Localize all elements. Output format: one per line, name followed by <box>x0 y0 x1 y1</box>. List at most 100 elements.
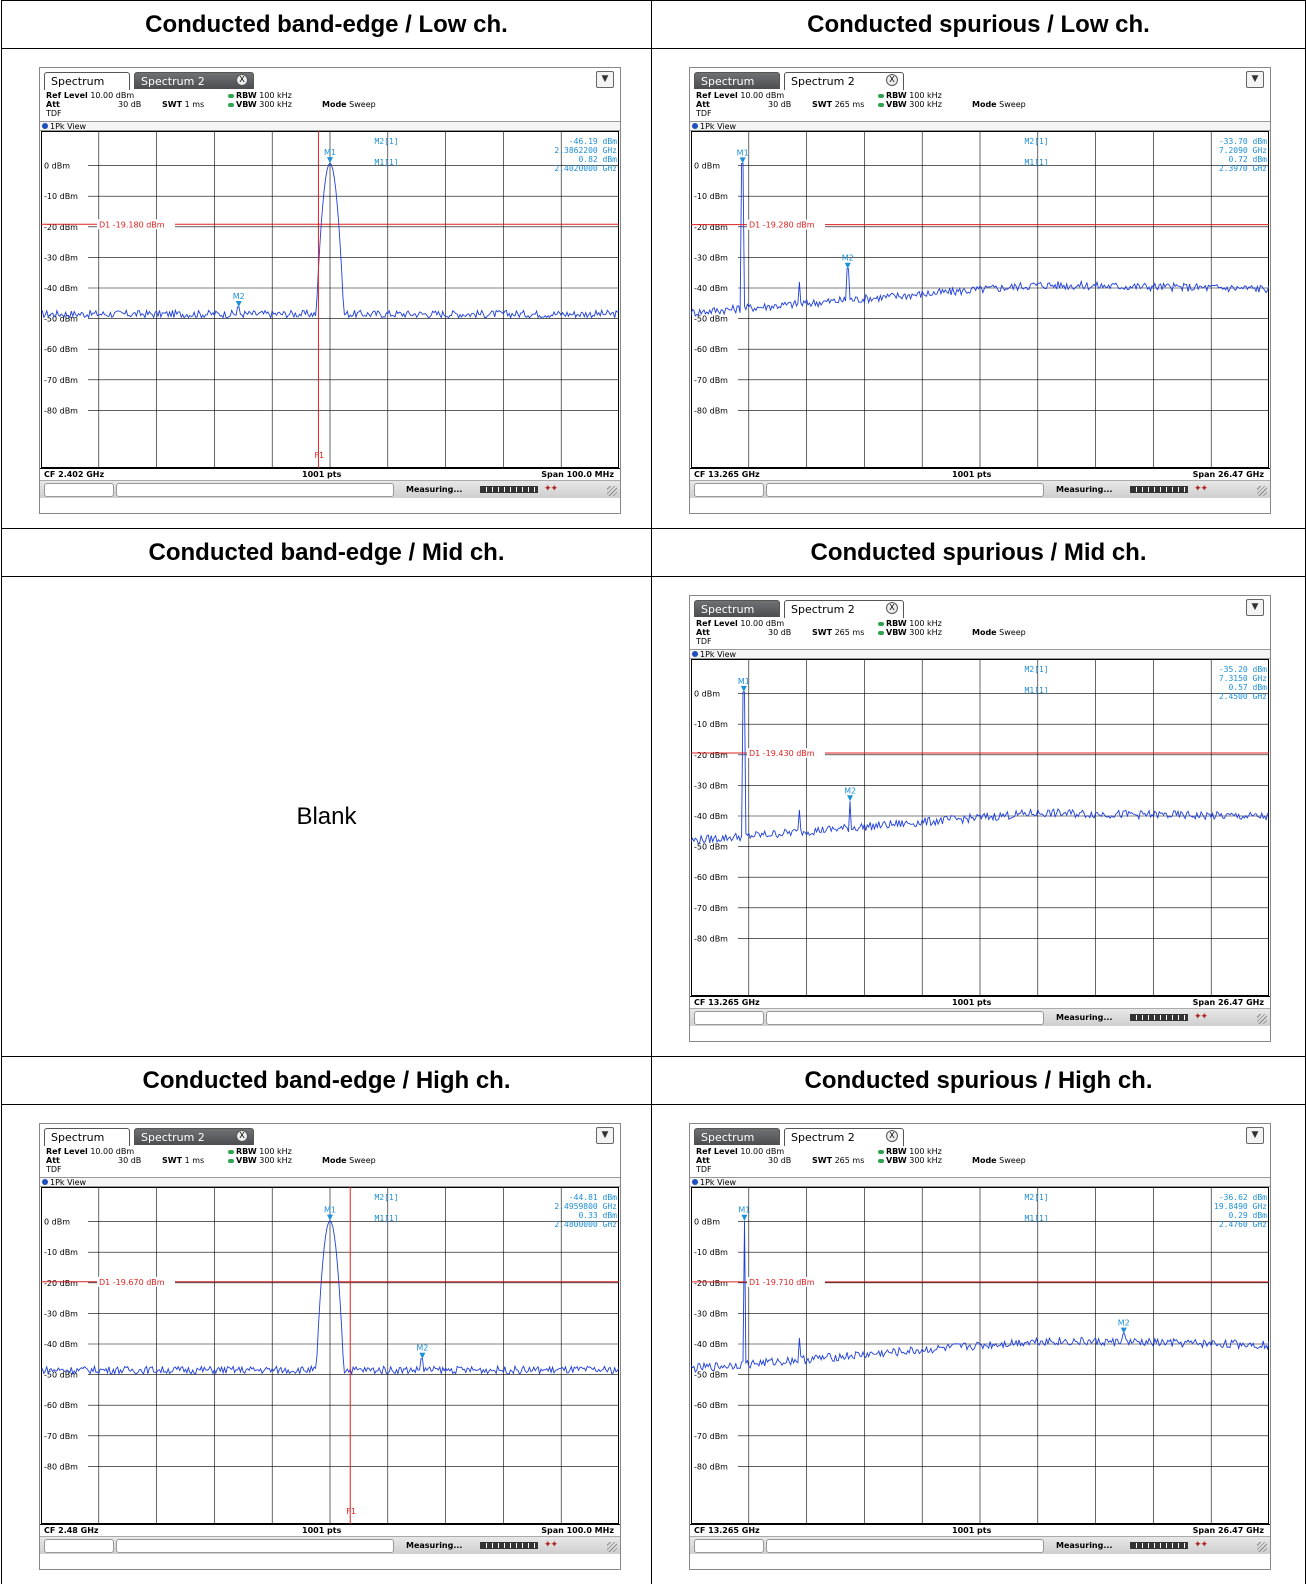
status-field-1[interactable] <box>44 1539 114 1553</box>
status-field-2[interactable] <box>766 1539 1044 1553</box>
m2-readout-value: -44.81 dBm <box>569 1193 617 1202</box>
tab-spectrum-label: Spectrum <box>701 75 755 88</box>
view-label: 1Pk View <box>700 650 737 659</box>
rs-logo-icon: ✦✦ <box>1194 484 1208 494</box>
measuring-status: Measuring... <box>1056 1013 1113 1022</box>
close-tab-icon[interactable]: X <box>886 1130 898 1142</box>
close-tab-icon[interactable]: X <box>886 74 898 86</box>
measurement-params: Ref Level 10.00 dBm Att 30 dB TDF SWT 26… <box>696 1147 1266 1177</box>
tdf-label: TDF <box>46 1165 62 1174</box>
tab-spectrum-2[interactable]: Spectrum 2 <box>134 1128 254 1145</box>
d1-label: D1 -19.430 dBm <box>749 749 815 758</box>
m1-readout-label: M1[1] <box>1025 1214 1049 1223</box>
tick-label-bg <box>692 160 738 171</box>
y-tick-label: -30 dBm <box>44 1309 78 1318</box>
marker-m2-icon[interactable] <box>847 795 854 802</box>
tick-label-bg <box>42 1400 88 1411</box>
att-label: Att <box>46 100 60 109</box>
tab-spectrum-2[interactable]: Spectrum 2 <box>784 72 904 90</box>
sweep-points: 1001 pts <box>952 470 992 479</box>
marker-m1-icon[interactable] <box>327 1214 333 1221</box>
tab-spectrum[interactable]: Spectrum <box>44 72 130 90</box>
tab-spectrum-2[interactable]: Spectrum 2 <box>784 1128 904 1146</box>
vbw-value: 300 kHz <box>909 1156 942 1165</box>
tab-spectrum[interactable]: Spectrum <box>694 1128 780 1145</box>
tab-bar: Spectrum Spectrum 2 X ▼ <box>690 596 1270 618</box>
menu-icon[interactable]: ▼ <box>1246 71 1264 88</box>
resize-grip-icon[interactable] <box>607 486 617 496</box>
sweep-progress <box>1130 486 1188 493</box>
resize-grip-icon[interactable] <box>1257 1014 1267 1024</box>
tab-spectrum-2[interactable]: Spectrum 2 <box>134 72 254 89</box>
y-tick-label: -20 dBm <box>694 751 728 760</box>
y-tick-label: -30 dBm <box>694 1309 728 1318</box>
m1-readout-label: M1[1] <box>1025 686 1049 695</box>
marker-m1-icon[interactable] <box>741 1214 748 1221</box>
tick-label-bg <box>692 1216 738 1227</box>
y-tick-label: 0 dBm <box>44 162 70 171</box>
status-field-2[interactable] <box>116 1539 394 1553</box>
marker-m1-icon[interactable] <box>740 685 747 692</box>
close-tab-icon[interactable]: X <box>236 74 248 86</box>
view-label: 1Pk View <box>50 1178 87 1187</box>
marker-m1-icon[interactable] <box>327 157 333 164</box>
tick-label-bg <box>692 374 738 385</box>
tab-spectrum[interactable]: Spectrum <box>44 1128 130 1146</box>
marker-m2-icon[interactable] <box>844 262 851 269</box>
vbw-label: VBW <box>236 1156 257 1165</box>
ref-level-label: Ref Level <box>696 91 738 100</box>
status-field-1[interactable] <box>694 1539 764 1553</box>
close-tab-icon[interactable]: X <box>236 1130 248 1142</box>
trace-line <box>691 1220 1269 1373</box>
marker-m2-icon[interactable] <box>235 300 242 307</box>
m1-readout-label: M1[1] <box>375 158 399 167</box>
status-field-2[interactable] <box>116 483 394 497</box>
m2-readout-freq: 7.2090 GHz <box>1219 146 1267 155</box>
resize-grip-icon[interactable] <box>1257 1542 1267 1552</box>
status-field-2[interactable] <box>766 483 1044 497</box>
m2-readout-freq: 2.3862200 GHz <box>554 146 617 155</box>
tab-spectrum[interactable]: Spectrum <box>694 72 780 89</box>
vbw-label: VBW <box>236 100 257 109</box>
status-field-1[interactable] <box>694 1011 764 1025</box>
m1-readout-value: 0.33 dBm <box>578 1211 617 1220</box>
measuring-status: Measuring... <box>1056 485 1113 494</box>
tick-label-bg <box>692 872 738 883</box>
tab-spectrum-label: Spectrum <box>51 75 105 88</box>
menu-icon[interactable]: ▼ <box>1246 1127 1264 1144</box>
status-field-1[interactable] <box>44 483 114 497</box>
status-field-1[interactable] <box>694 483 764 497</box>
tab-spectrum-2[interactable]: Spectrum 2 <box>784 600 904 618</box>
y-tick-label: -20 dBm <box>44 1279 78 1288</box>
att-label: Att <box>696 1156 710 1165</box>
resize-grip-icon[interactable] <box>1257 486 1267 496</box>
ref-level-label: Ref Level <box>696 1147 738 1156</box>
sweep-progress <box>480 486 538 493</box>
swt-label: SWT <box>162 100 183 109</box>
ref-level-label: Ref Level <box>46 1147 88 1156</box>
y-tick-label: -30 dBm <box>44 253 78 262</box>
header-low-spurious: Conducted spurious / Low ch. <box>651 0 1306 49</box>
menu-icon[interactable]: ▼ <box>1246 599 1264 616</box>
measurement-params: Ref Level 10.00 dBm Att 30 dB TDF SWT 1 … <box>46 91 616 121</box>
marker-m2-icon[interactable] <box>419 1352 426 1359</box>
ref-level-value: 10.00 dBm <box>740 1147 785 1156</box>
close-tab-glyph: X <box>889 603 895 612</box>
tab-spectrum[interactable]: Spectrum <box>694 600 780 617</box>
close-tab-icon[interactable]: X <box>886 602 898 614</box>
menu-icon[interactable]: ▼ <box>596 71 614 88</box>
rbw-label: RBW <box>886 1147 907 1156</box>
tick-label-bg <box>692 283 738 293</box>
att-value: 30 dB <box>768 100 792 109</box>
menu-icon[interactable]: ▼ <box>596 1127 614 1144</box>
resize-grip-icon[interactable] <box>607 1542 617 1552</box>
y-tick-label: -20 dBm <box>694 223 728 232</box>
rbw-label: RBW <box>236 91 257 100</box>
marker-m1-icon[interactable] <box>739 157 746 164</box>
status-bar: Measuring... ✦✦ <box>690 480 1270 498</box>
status-field-2[interactable] <box>766 1011 1044 1025</box>
mode-label: Mode <box>972 1156 997 1165</box>
m2-readout-label: M2[1] <box>1025 137 1049 146</box>
marker-m2-icon[interactable] <box>1120 1327 1127 1334</box>
